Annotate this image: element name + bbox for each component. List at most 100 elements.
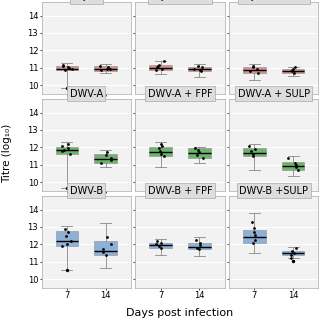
- Point: [255, 70, 260, 75]
- PathPatch shape: [94, 67, 117, 71]
- PathPatch shape: [282, 69, 304, 73]
- Point: [253, 233, 258, 238]
- Point: [64, 185, 69, 190]
- Point: [290, 68, 295, 74]
- Point: [159, 245, 164, 250]
- Point: [162, 154, 167, 159]
- Point: [296, 167, 301, 172]
- Point: [64, 241, 69, 246]
- PathPatch shape: [56, 231, 78, 246]
- Point: [251, 229, 256, 235]
- Point: [293, 246, 298, 251]
- Point: [248, 149, 253, 154]
- Point: [60, 64, 66, 69]
- Point: [60, 63, 66, 68]
- PathPatch shape: [56, 66, 78, 70]
- Point: [108, 157, 113, 163]
- Point: [103, 153, 108, 158]
- Point: [105, 150, 110, 155]
- Point: [69, 66, 74, 71]
- Point: [100, 246, 105, 251]
- Point: [291, 66, 296, 71]
- Point: [154, 239, 159, 244]
- Point: [153, 242, 158, 247]
- Point: [104, 252, 109, 257]
- Point: [192, 66, 197, 71]
- PathPatch shape: [188, 148, 211, 157]
- PathPatch shape: [243, 230, 266, 243]
- Point: [251, 153, 256, 158]
- Point: [104, 66, 109, 71]
- Point: [67, 66, 72, 71]
- Point: [68, 151, 73, 156]
- PathPatch shape: [149, 243, 172, 248]
- Point: [199, 68, 204, 74]
- Point: [194, 245, 199, 250]
- Point: [66, 229, 71, 235]
- Point: [65, 64, 70, 69]
- Point: [290, 249, 295, 254]
- Point: [61, 147, 66, 152]
- Point: [98, 68, 103, 73]
- Point: [251, 240, 256, 245]
- Point: [197, 68, 203, 73]
- Point: [154, 65, 159, 70]
- Point: [59, 243, 64, 248]
- Point: [197, 243, 203, 248]
- Point: [252, 146, 257, 151]
- Text: DWV-B + FPF: DWV-B + FPF: [148, 186, 212, 196]
- PathPatch shape: [282, 251, 304, 254]
- PathPatch shape: [188, 67, 211, 71]
- Point: [63, 234, 68, 239]
- Point: [285, 156, 291, 161]
- Point: [199, 65, 204, 70]
- PathPatch shape: [94, 154, 117, 163]
- Point: [62, 227, 67, 232]
- Point: [159, 143, 164, 148]
- Point: [157, 149, 163, 154]
- Point: [64, 268, 69, 273]
- Point: [194, 152, 199, 157]
- Point: [250, 151, 255, 156]
- Text: DWV-B +SULP: DWV-B +SULP: [239, 186, 308, 196]
- Point: [195, 147, 200, 152]
- Point: [156, 146, 162, 151]
- Text: Days post infection: Days post infection: [125, 308, 233, 318]
- Point: [66, 141, 71, 146]
- Text: BQCV: BQCV: [72, 0, 100, 2]
- Point: [291, 259, 296, 264]
- Point: [250, 220, 255, 225]
- Point: [108, 241, 113, 246]
- PathPatch shape: [243, 148, 266, 156]
- Point: [252, 237, 258, 242]
- Point: [158, 240, 164, 245]
- Point: [159, 151, 164, 156]
- Point: [63, 68, 68, 73]
- Point: [289, 255, 294, 260]
- Point: [290, 68, 295, 73]
- Text: DWV-B: DWV-B: [70, 186, 103, 196]
- Point: [60, 143, 65, 148]
- Text: Titre (log₁₀): Titre (log₁₀): [2, 124, 12, 183]
- PathPatch shape: [94, 241, 117, 254]
- Text: DWV-A: DWV-A: [70, 89, 103, 99]
- Point: [292, 70, 297, 75]
- Point: [107, 67, 112, 72]
- Point: [254, 67, 260, 72]
- Point: [197, 247, 202, 252]
- Point: [98, 64, 103, 69]
- Point: [64, 86, 69, 91]
- Point: [156, 62, 161, 67]
- Point: [294, 164, 299, 170]
- Point: [155, 64, 160, 69]
- PathPatch shape: [149, 147, 172, 156]
- Text: BQCV + FPF: BQCV + FPF: [150, 0, 210, 2]
- Point: [288, 252, 293, 257]
- Point: [250, 63, 255, 68]
- Point: [98, 160, 103, 165]
- Point: [68, 239, 73, 244]
- Text: BQCV + SULP: BQCV + SULP: [240, 0, 307, 2]
- Text: DWV-A + FPF: DWV-A + FPF: [148, 89, 212, 99]
- Point: [196, 63, 201, 68]
- Point: [105, 65, 110, 70]
